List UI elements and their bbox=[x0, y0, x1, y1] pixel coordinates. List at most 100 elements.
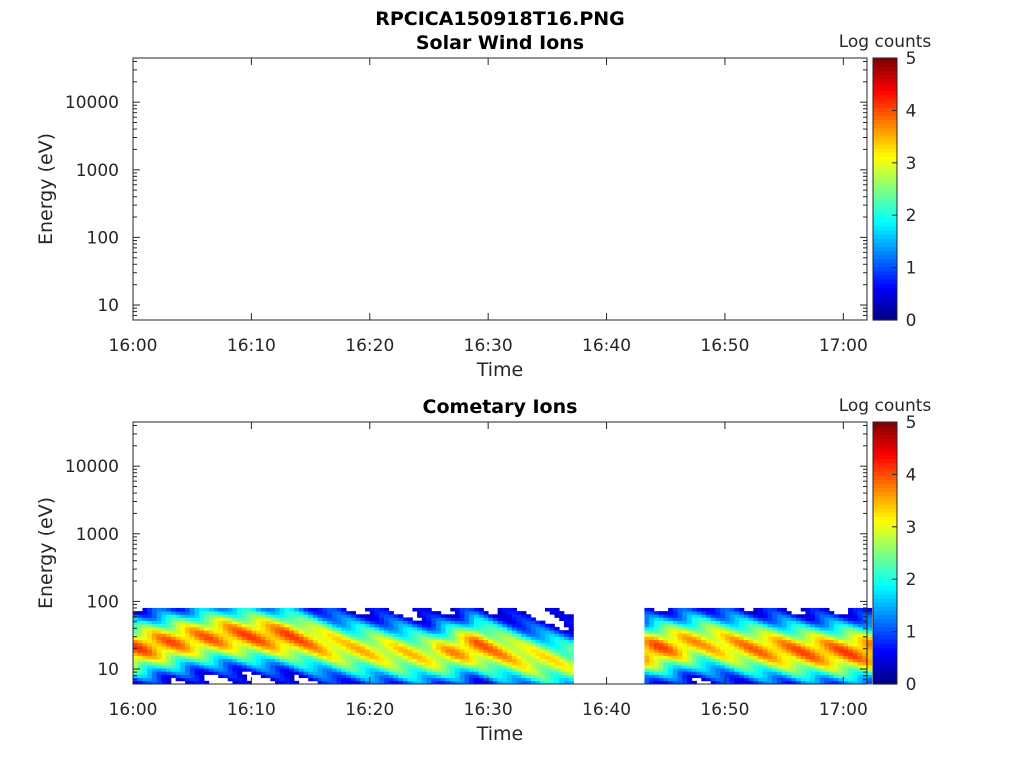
heatmap-cell bbox=[379, 620, 385, 625]
heatmap-cell bbox=[194, 664, 200, 669]
heatmap-cell bbox=[241, 658, 248, 663]
heatmap-cell bbox=[743, 674, 750, 679]
heatmap-cell bbox=[327, 617, 333, 622]
heatmap-cell bbox=[473, 620, 480, 625]
heatmap-cell bbox=[530, 668, 536, 672]
heatmap-cell bbox=[469, 636, 475, 641]
heatmap-cell bbox=[867, 626, 873, 631]
heatmap-cell bbox=[852, 617, 858, 622]
heatmap-cell bbox=[346, 652, 352, 656]
heatmap-cell bbox=[544, 623, 551, 628]
colorbar-segment bbox=[873, 139, 897, 145]
heatmap-cell bbox=[360, 680, 366, 685]
colorbar-segment bbox=[873, 561, 897, 566]
heatmap-cell bbox=[734, 636, 740, 641]
heatmap-cell bbox=[483, 668, 489, 672]
heatmap-cell bbox=[279, 680, 285, 685]
heatmap-cell bbox=[450, 623, 456, 628]
heatmap-cell bbox=[170, 623, 177, 628]
heatmap-cell bbox=[450, 636, 456, 641]
heatmap-cell bbox=[833, 664, 839, 669]
heatmap-cell bbox=[407, 661, 413, 666]
heatmap-cell bbox=[256, 639, 262, 644]
heatmap-cell bbox=[208, 636, 214, 641]
heatmap-cell bbox=[185, 677, 191, 682]
heatmap-cell bbox=[350, 617, 356, 622]
heatmap-cell bbox=[668, 630, 674, 634]
heatmap-cell bbox=[786, 620, 792, 625]
heatmap-cell bbox=[336, 614, 342, 618]
heatmap-cell bbox=[388, 614, 394, 618]
heatmap-cell bbox=[365, 664, 371, 669]
heatmap-cell bbox=[786, 664, 792, 669]
heatmap-cell bbox=[464, 614, 470, 618]
heatmap-cell bbox=[568, 620, 574, 625]
heatmap-cell bbox=[549, 680, 555, 685]
heatmap-cell bbox=[526, 617, 532, 622]
heatmap-cell bbox=[810, 633, 816, 637]
heatmap-cell bbox=[715, 614, 721, 618]
heatmap-cell bbox=[241, 664, 248, 669]
colorbar-segment bbox=[873, 160, 897, 166]
heatmap-cell bbox=[189, 658, 195, 663]
heatmap-cell bbox=[388, 661, 394, 666]
heatmap-cell bbox=[151, 674, 158, 679]
heatmap-cell bbox=[417, 607, 423, 612]
heatmap-cell bbox=[852, 658, 858, 663]
heatmap-cell bbox=[696, 636, 702, 641]
heatmap-cell bbox=[696, 668, 702, 672]
heatmap-cell bbox=[459, 649, 465, 653]
heatmap-cell bbox=[653, 655, 660, 660]
heatmap-cell bbox=[303, 626, 309, 631]
heatmap-cell bbox=[308, 617, 314, 622]
heatmap-cell bbox=[483, 671, 489, 675]
heatmap-cell bbox=[833, 617, 839, 622]
heatmap-cell bbox=[478, 645, 484, 650]
heatmap-cell bbox=[317, 664, 323, 669]
heatmap-cell bbox=[365, 645, 371, 650]
heatmap-cell bbox=[218, 645, 224, 650]
heatmap-cell bbox=[360, 626, 366, 631]
heatmap-cell bbox=[682, 661, 688, 666]
heatmap-cell bbox=[346, 674, 352, 679]
heatmap-cell bbox=[791, 620, 797, 625]
heatmap-cell bbox=[426, 661, 432, 666]
heatmap-cell bbox=[507, 614, 513, 618]
heatmap-cell bbox=[653, 668, 660, 672]
heatmap-cell bbox=[222, 642, 229, 647]
heatmap-cell bbox=[502, 642, 508, 647]
heatmap-cell bbox=[185, 661, 191, 666]
heatmap-cell bbox=[421, 645, 427, 650]
heatmap-cell bbox=[739, 633, 745, 637]
heatmap-cell bbox=[194, 668, 200, 672]
heatmap-cell bbox=[175, 661, 181, 666]
heatmap-cell bbox=[251, 655, 257, 660]
heatmap-cell bbox=[327, 671, 333, 675]
heatmap-cell bbox=[852, 611, 858, 615]
heatmap-cell bbox=[720, 668, 726, 672]
heatmap-cell bbox=[867, 658, 873, 663]
heatmap-cell bbox=[559, 630, 565, 634]
heatmap-cell bbox=[526, 655, 532, 660]
heatmap-cell bbox=[743, 668, 750, 672]
heatmap-cell bbox=[147, 668, 153, 672]
heatmap-cell bbox=[715, 645, 721, 650]
heatmap-cell bbox=[431, 674, 437, 679]
heatmap-cell bbox=[720, 626, 726, 631]
heatmap-cell bbox=[251, 614, 257, 618]
heatmap-cell bbox=[644, 645, 650, 650]
heatmap-cell bbox=[194, 614, 200, 618]
heatmap-cell bbox=[653, 661, 660, 666]
heatmap-cell bbox=[213, 652, 219, 656]
heatmap-cell bbox=[843, 674, 849, 679]
heatmap-cell bbox=[246, 626, 252, 631]
colorbar-segment bbox=[873, 238, 897, 243]
heatmap-cell bbox=[724, 645, 731, 650]
heatmap-cell bbox=[341, 674, 347, 679]
heatmap-cell bbox=[705, 639, 712, 644]
heatmap-cell bbox=[748, 639, 754, 644]
heatmap-cell bbox=[298, 671, 304, 675]
heatmap-cell bbox=[151, 607, 158, 612]
heatmap-cell bbox=[208, 642, 214, 647]
heatmap-cell bbox=[682, 607, 688, 612]
